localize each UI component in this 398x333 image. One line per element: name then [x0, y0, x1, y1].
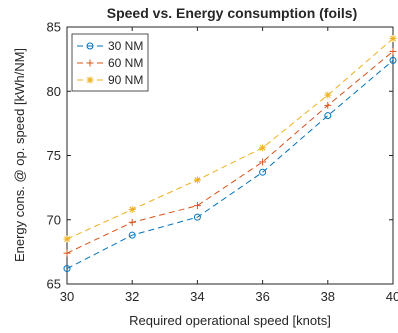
y-axis-ticks: 65 70 75 80 85: [47, 20, 393, 292]
series-line: [66, 38, 394, 240]
y-tick-label: 80: [47, 84, 61, 99]
data-point: [193, 202, 201, 210]
x-tick-label: 36: [255, 289, 269, 304]
data-point: [193, 176, 201, 184]
legend: 30 NM 60 NM 90 NM: [71, 33, 149, 92]
data-point: [128, 218, 136, 226]
data-point: [324, 101, 332, 109]
legend-entry: 90 NM: [77, 73, 143, 87]
chart-title: Speed vs. Energy consumption (foils): [107, 5, 357, 21]
data-point: [63, 235, 71, 243]
data-point: [63, 249, 71, 257]
data-point: [389, 35, 397, 43]
series-layer: [63, 35, 397, 273]
y-tick-label: 65: [47, 277, 61, 292]
x-tick-label: 34: [190, 289, 204, 304]
series-line: [66, 60, 394, 270]
data-point: [389, 47, 397, 55]
x-tick-label: 32: [125, 289, 139, 304]
data-point: [259, 144, 267, 152]
x-tick-label: 40: [386, 289, 398, 304]
y-tick-label: 70: [47, 212, 61, 227]
data-point: [324, 112, 332, 120]
data-point: [324, 91, 332, 99]
series-line: [66, 51, 394, 254]
x-axis-label: Required operational speed [knots]: [129, 313, 331, 328]
y-tick-label: 75: [47, 148, 61, 163]
legend-marker: [86, 76, 94, 84]
x-tick-label: 30: [60, 289, 74, 304]
data-point: [259, 168, 267, 176]
legend-label: 60 NM: [108, 56, 143, 70]
legend-entry: 30 NM: [77, 39, 143, 53]
y-tick-label: 85: [47, 20, 61, 35]
data-point: [128, 231, 136, 239]
data-point: [259, 158, 267, 166]
x-axis-ticks: 30 32 34 36 38 40: [60, 27, 398, 304]
y-axis-label: Energy cons. @ op. speed [kWh/NM]: [12, 48, 27, 262]
series-60-nm: [63, 47, 397, 257]
legend-entry: 60 NM: [77, 56, 143, 70]
legend-marker: [86, 42, 94, 50]
data-point: [193, 213, 201, 221]
series-90-nm: [63, 35, 397, 243]
data-point: [128, 205, 136, 213]
legend-label: 90 NM: [108, 73, 143, 87]
data-point: [389, 56, 397, 64]
series-30-nm: [63, 56, 397, 273]
legend-label: 30 NM: [108, 39, 143, 53]
legend-box: [71, 33, 149, 92]
x-tick-label: 38: [321, 289, 335, 304]
data-point: [63, 265, 71, 273]
legend-marker: [86, 59, 94, 67]
